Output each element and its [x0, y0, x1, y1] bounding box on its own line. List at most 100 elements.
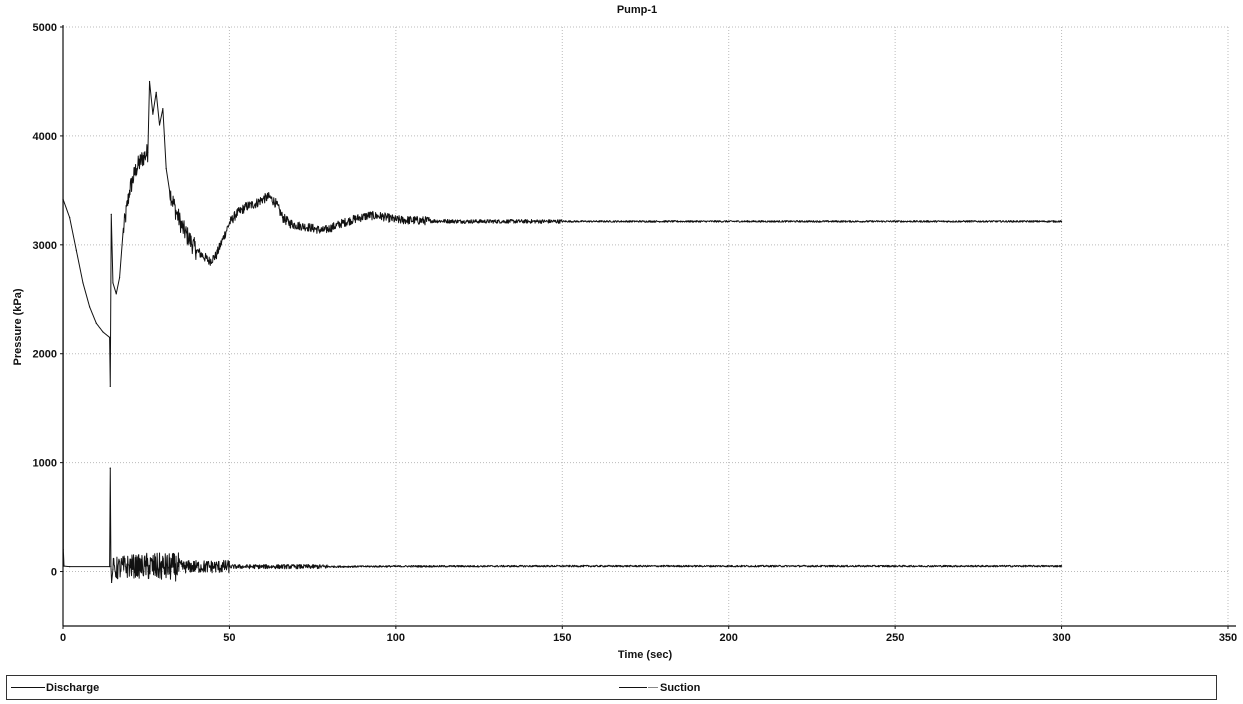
point-suction-18	[894, 565, 896, 567]
y-tick-label-5000: 5000	[33, 22, 57, 34]
pressure-chart: 0 50 100 150 200 250 300 350 0 1000 2000 3000 4000 50…	[12, 4, 1238, 661]
point-discharge-52	[461, 220, 464, 223]
legend-item-discharge: Discharge	[11, 676, 99, 699]
point-discharge-44	[322, 230, 324, 232]
y-tick-label-2000: 2000	[33, 349, 57, 361]
point-suction-7	[110, 581, 113, 584]
point-suction-11	[195, 566, 197, 568]
point-discharge-6	[102, 331, 104, 333]
series-line-suction	[62, 26, 1063, 583]
point-discharge-26	[182, 227, 184, 230]
point-discharge-31	[215, 255, 217, 257]
point-discharge-34	[235, 213, 237, 215]
point-discharge-35	[245, 206, 247, 208]
point-discharge-42	[295, 224, 297, 226]
point-discharge-13	[122, 233, 124, 235]
x-tick-label-150: 150	[553, 632, 571, 644]
point-discharge-27	[188, 238, 191, 240]
x-axis-label: Time (sec)	[618, 649, 673, 661]
point-suction-14	[328, 566, 330, 568]
legend-label-suction: Suction	[660, 681, 701, 694]
point-discharge-53	[561, 220, 563, 223]
y-axis-label: Pressure (kPa)	[12, 288, 24, 365]
chart-axes	[62, 25, 1236, 627]
point-discharge-46	[342, 222, 344, 224]
point-suction-15	[395, 565, 397, 567]
point-discharge-30	[208, 260, 211, 262]
point-suction-13	[262, 566, 264, 568]
x-tick-label-50: 50	[223, 632, 235, 644]
x-tick-label-250: 250	[886, 632, 904, 644]
point-suction-9	[128, 565, 131, 567]
point-suction-4	[109, 566, 111, 568]
point-discharge-50	[395, 219, 397, 221]
legend-swatch-suction	[619, 687, 647, 688]
point-discharge-21	[158, 124, 161, 126]
point-discharge-28	[195, 249, 197, 251]
legend-item-suction: Suction	[619, 676, 700, 699]
x-tick-label-350: 350	[1219, 632, 1237, 644]
point-suction-8	[112, 568, 114, 570]
point-discharge-18	[148, 80, 151, 83]
point-discharge-43	[308, 226, 310, 228]
point-discharge-25	[175, 211, 177, 213]
series-line-discharge	[62, 80, 1063, 387]
point-suction-19	[1060, 565, 1063, 567]
y-tick-label-0: 0	[51, 567, 57, 579]
y-tick-label-1000: 1000	[33, 458, 57, 470]
point-suction-1	[62, 549, 64, 551]
point-suction-12	[228, 566, 231, 568]
point-suction-16	[561, 565, 563, 567]
point-discharge-45	[328, 227, 330, 230]
point-discharge-12	[118, 276, 121, 279]
point-discharge-55	[894, 220, 896, 223]
point-discharge-49	[381, 215, 384, 218]
point-discharge-11	[115, 293, 117, 295]
point-discharge-48	[368, 214, 370, 217]
point-discharge-14	[128, 189, 131, 191]
point-suction-2	[63, 565, 65, 567]
legend-label-discharge: Discharge	[46, 681, 100, 694]
point-discharge-16	[142, 157, 144, 159]
point-discharge-51	[428, 220, 430, 222]
point-discharge-17	[147, 151, 149, 153]
chart-grid	[63, 26, 1229, 626]
point-discharge-24	[168, 189, 171, 191]
point-discharge-5	[95, 322, 97, 324]
point-discharge-56	[1060, 220, 1063, 223]
chart-ticks: 0 50 100 150 200 250 300 350 0 1000 2000 3000 4000 50…	[33, 22, 1238, 644]
point-discharge-39	[275, 202, 277, 205]
point-discharge-20	[155, 91, 157, 93]
point-discharge-10	[112, 282, 114, 284]
x-tick-label-200: 200	[720, 632, 738, 644]
point-discharge-9	[110, 213, 112, 215]
point-discharge-41	[288, 222, 290, 224]
point-discharge-37	[262, 198, 264, 200]
point-suction-10	[162, 566, 164, 568]
point-discharge-19	[152, 113, 154, 115]
point-discharge-54	[728, 220, 730, 223]
point-discharge-4	[89, 306, 91, 308]
point-discharge-32	[222, 238, 224, 240]
legend-swatch-suction-tail	[648, 687, 658, 688]
point-discharge-8	[109, 385, 111, 387]
chart-legend: Discharge Suction	[6, 675, 1217, 700]
point-discharge-36	[255, 202, 257, 205]
point-discharge-40	[282, 216, 284, 219]
x-tick-label-300: 300	[1052, 632, 1070, 644]
x-tick-label-100: 100	[387, 632, 405, 644]
point-discharge-7	[109, 336, 111, 338]
point-discharge-33	[228, 222, 231, 224]
chart-series-layer	[62, 26, 1063, 584]
point-discharge-47	[355, 218, 357, 220]
series-discharge	[62, 80, 1063, 387]
point-discharge-1	[69, 216, 71, 219]
point-discharge-29	[202, 255, 204, 257]
legend-swatch-discharge	[11, 687, 45, 688]
chart-title: Pump-1	[617, 4, 657, 16]
point-suction-6	[110, 565, 112, 567]
point-discharge-23	[165, 167, 167, 170]
point-discharge-38	[268, 196, 270, 198]
y-tick-label-4000: 4000	[33, 131, 57, 143]
series-suction	[62, 26, 1063, 584]
